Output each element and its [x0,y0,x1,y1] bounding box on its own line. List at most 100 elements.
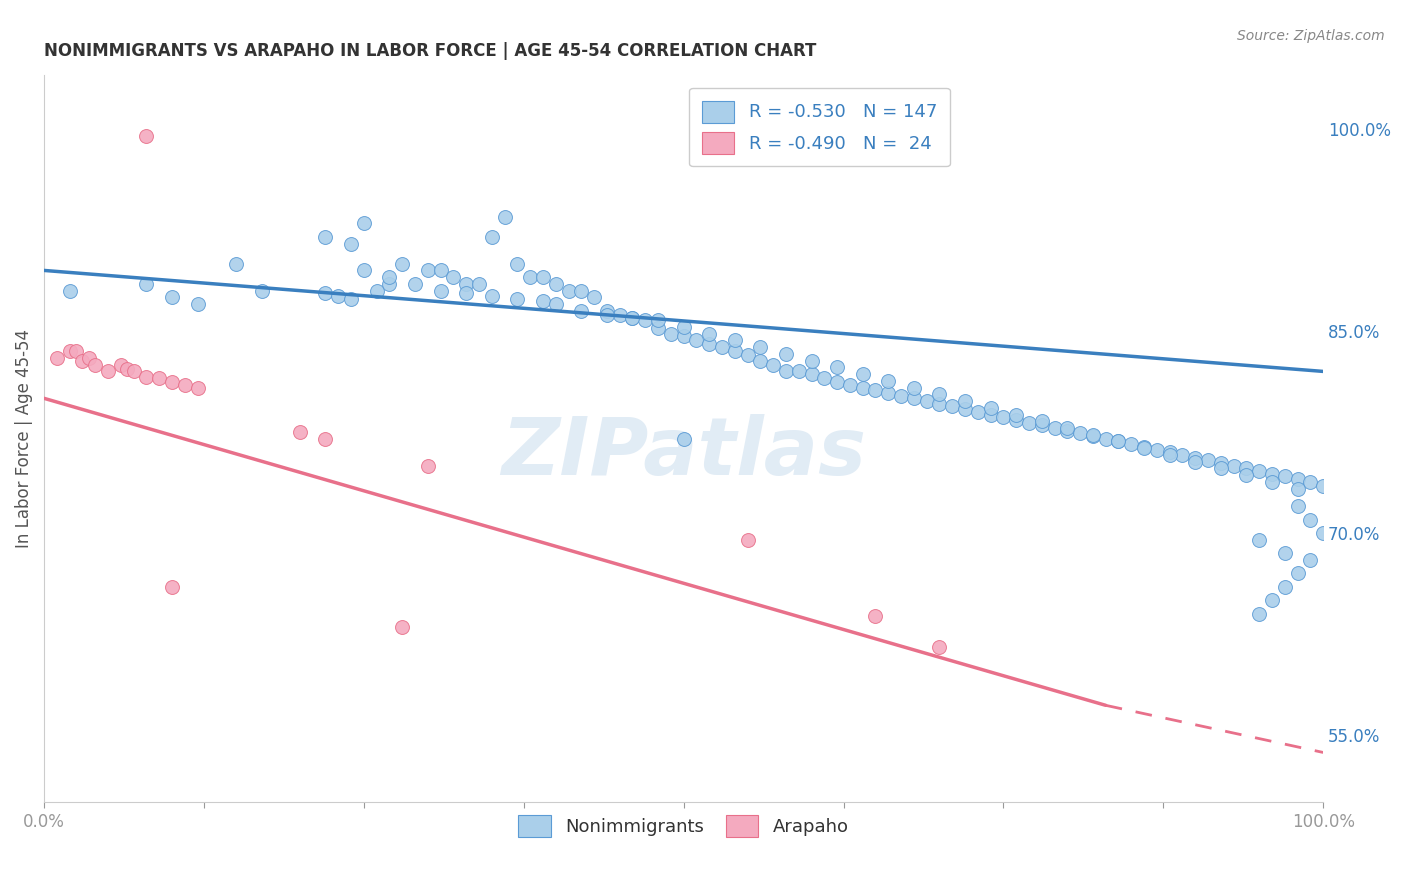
Point [1222,458,1244,473]
Point [1234,461,1257,475]
Point [1121,437,1143,451]
Point [173,377,195,392]
Point [315,229,337,244]
Point [378,277,401,291]
Point [416,458,439,473]
Point [1274,580,1296,594]
Point [825,375,848,389]
Point [1133,441,1156,455]
Point [890,389,912,403]
Point [953,394,976,409]
Point [1159,445,1181,459]
Point [800,367,823,381]
Point [865,609,887,624]
Point [583,290,606,304]
Point [366,284,388,298]
Point [775,347,797,361]
Point [852,380,875,394]
Point [621,310,644,325]
Point [1056,424,1078,438]
Point [1249,464,1271,478]
Point [724,334,747,348]
Point [45,351,67,365]
Point [1234,468,1257,483]
Point [775,364,797,378]
Point [187,380,209,394]
Point [980,401,1002,415]
Point [160,290,183,304]
Point [659,326,682,341]
Point [148,371,170,385]
Point [1094,432,1116,446]
Point [711,340,734,354]
Point [77,351,100,365]
Point [1081,427,1104,442]
Point [1312,526,1334,541]
Point [225,257,247,271]
Point [160,580,183,594]
Point [544,277,567,291]
Point [1249,533,1271,547]
Point [59,284,82,298]
Point [749,340,772,354]
Point [1133,440,1156,454]
Point [596,308,619,322]
Text: Source: ZipAtlas.com: Source: ZipAtlas.com [1237,29,1385,43]
Point [97,364,120,378]
Point [903,392,925,406]
Point [315,286,337,301]
Point [506,257,529,271]
Point [966,405,988,419]
Point [544,297,567,311]
Point [72,353,94,368]
Point [569,284,592,298]
Point [315,432,337,446]
Point [1299,553,1322,567]
Point [1286,499,1309,513]
Point [1261,475,1284,489]
Point [697,337,720,351]
Point [1209,456,1232,470]
Point [749,353,772,368]
Point [1043,421,1066,435]
Point [378,270,401,285]
Point [519,270,541,285]
Point [953,402,976,417]
Point [1056,421,1078,435]
Point [928,387,950,401]
Point [1031,414,1053,428]
Point [877,374,900,388]
Point [813,371,835,385]
Point [1018,416,1040,430]
Point [328,289,350,303]
Point [441,270,464,285]
Point [787,364,810,378]
Point [569,303,592,318]
Y-axis label: In Labor Force | Age 45-54: In Labor Force | Age 45-54 [15,329,32,549]
Point [609,308,631,322]
Point [65,344,87,359]
Point [160,375,183,389]
Text: ZIPatlas: ZIPatlas [501,414,866,492]
Point [1209,461,1232,475]
Point [634,313,657,327]
Point [825,360,848,375]
Point [1286,482,1309,496]
Point [1286,566,1309,581]
Point [1299,475,1322,489]
Point [494,210,516,224]
Point [980,408,1002,422]
Point [416,263,439,277]
Point [672,432,695,446]
Point [1274,469,1296,483]
Point [1081,429,1104,443]
Point [481,229,503,244]
Point [852,367,875,381]
Legend: Nonimmigrants, Arapaho: Nonimmigrants, Arapaho [512,807,856,844]
Point [557,284,579,298]
Point [456,286,478,301]
Point [877,386,900,401]
Point [429,284,451,298]
Point [1159,448,1181,462]
Point [117,361,139,376]
